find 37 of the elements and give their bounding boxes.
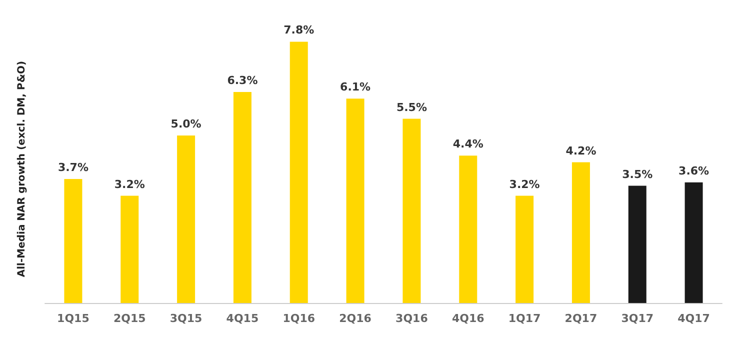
x-tick-label: 2Q17 <box>564 312 598 325</box>
bar <box>516 196 534 303</box>
data-label: 7.8% <box>284 24 314 37</box>
data-label: 3.2% <box>509 178 540 191</box>
bar <box>290 42 308 303</box>
x-tick-label: 4Q15 <box>226 312 259 325</box>
data-label: 3.5% <box>622 168 653 181</box>
data-label: 5.0% <box>170 118 202 130</box>
x-tick-label: 3Q15 <box>170 312 202 325</box>
bar <box>177 136 196 303</box>
bar <box>120 196 139 303</box>
bar <box>628 186 646 303</box>
data-label: 4.2% <box>566 144 596 158</box>
x-tick-label: 3Q16 <box>396 312 428 325</box>
data-label: 3.6% <box>678 164 710 178</box>
data-label: 5.5% <box>396 100 427 114</box>
x-tick-label: 2Q15 <box>113 312 146 325</box>
data-label: 3.7% <box>58 161 88 174</box>
bar <box>346 98 364 303</box>
x-tick-label: 1Q17 <box>508 312 541 325</box>
data-label: 4.4% <box>452 138 484 151</box>
data-label: 3.2% <box>114 178 145 191</box>
x-tick-label: 4Q17 <box>678 312 710 325</box>
bar <box>233 92 252 303</box>
bar <box>684 182 703 303</box>
x-tick-label: 3Q17 <box>621 312 654 325</box>
x-tick-label: 2Q16 <box>339 312 372 325</box>
bar <box>64 179 82 303</box>
data-label: 6.1% <box>340 80 371 94</box>
y-axis-title: All-Media NAR growth (excl. DM, P&O) <box>16 60 28 278</box>
data-label: 6.3% <box>227 74 258 87</box>
bar <box>572 162 590 303</box>
x-tick-label: 1Q16 <box>282 312 316 325</box>
x-tick-label: 4Q16 <box>452 312 485 325</box>
x-tick-label: 1Q15 <box>57 312 90 325</box>
bar <box>459 156 478 303</box>
bar <box>402 118 421 303</box>
